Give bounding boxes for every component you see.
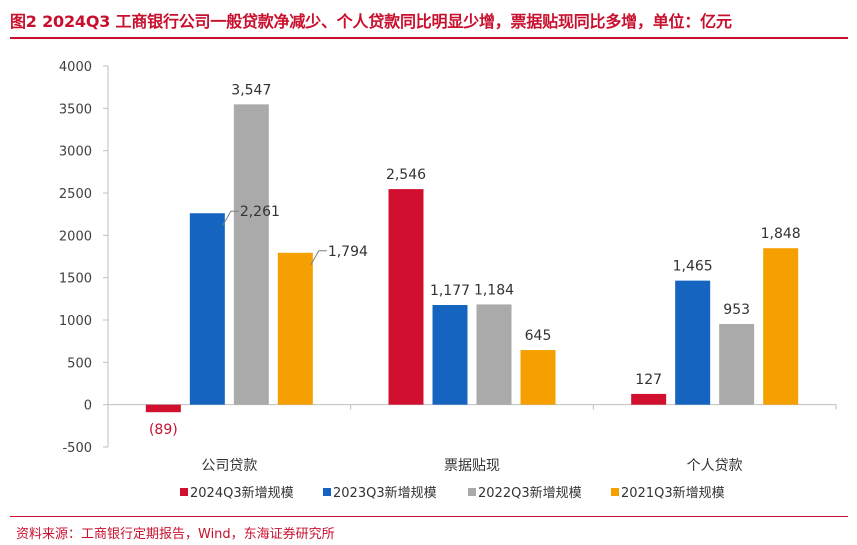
- bar: [388, 189, 424, 405]
- y-tick-label: 2500: [59, 187, 92, 202]
- bar: [145, 404, 181, 413]
- data-label: (89): [149, 422, 178, 438]
- bar: [520, 350, 556, 405]
- x-tick-label: 公司贷款: [201, 458, 257, 474]
- label-leader-line: [310, 250, 327, 266]
- legend-label: 2021Q3新增规模: [621, 485, 725, 501]
- legend-swatch: [180, 488, 188, 496]
- chart-legend: 2024Q3新增规模 2023Q3新增规模 2022Q3新增规模 2021Q3新增规模: [180, 485, 725, 501]
- bar: [476, 304, 512, 405]
- data-label: 1,177: [430, 283, 470, 299]
- chart-axes: 4000 3500 3000 2500 2000 1500 1000 500 0 -500 公司贷款…: [59, 60, 837, 474]
- label-leader-line: [222, 210, 239, 226]
- data-label: 127: [635, 372, 662, 388]
- y-tick-label: 500: [67, 356, 92, 371]
- bar: [719, 323, 755, 405]
- data-label: 953: [723, 302, 750, 318]
- title-rule: [10, 37, 848, 39]
- bar: [675, 280, 711, 405]
- source-rule: [10, 516, 848, 517]
- y-tick-label: 0: [84, 399, 92, 414]
- data-label: 2,546: [386, 167, 426, 183]
- x-tick-label: 个人贷款: [687, 458, 743, 474]
- bar: [277, 252, 313, 405]
- legend-label: 2024Q3新增规模: [190, 485, 294, 501]
- bar: [233, 104, 269, 405]
- bar: [763, 248, 799, 405]
- data-label: 1,848: [761, 226, 801, 242]
- y-tick-label: 4000: [59, 60, 92, 75]
- chart-data-labels: (89) 2,261 3,547 1,794 2,546 1,177 1,184 645 127…: [149, 82, 801, 438]
- y-tick-label: 1000: [59, 314, 92, 329]
- bar: [631, 393, 667, 405]
- y-tick-label: 3500: [59, 102, 92, 117]
- legend-swatch: [468, 488, 476, 496]
- source-note: 资料来源：工商银行定期报告，Wind，东海证券研究所: [16, 527, 335, 542]
- data-label: 2,261: [240, 204, 280, 220]
- data-label: 1,465: [673, 259, 713, 275]
- y-tick-label: 2000: [59, 229, 92, 244]
- data-label: 1,794: [328, 244, 368, 260]
- data-label: 1,184: [474, 282, 514, 298]
- y-tick-label: 1500: [59, 272, 92, 287]
- legend-swatch: [611, 488, 619, 496]
- legend-label: 2023Q3新增规模: [333, 485, 437, 501]
- bar-chart: 4000 3500 3000 2500 2000 1500 1000 500 0 -500 公司贷款…: [59, 60, 837, 501]
- x-tick-label: 票据贴现: [444, 458, 500, 474]
- bar: [189, 213, 225, 405]
- y-tick-label: 3000: [59, 145, 92, 160]
- chart-title: 图2 2024Q3 工商银行公司一般贷款净减少、个人贷款同比明显少增，票据贴现同…: [10, 12, 732, 31]
- legend-swatch: [323, 488, 331, 496]
- y-tick-label: -500: [62, 441, 92, 456]
- data-label: 645: [525, 328, 552, 344]
- legend-label: 2022Q3新增规模: [478, 485, 582, 501]
- chart-bars: [145, 104, 799, 413]
- data-label: 3,547: [231, 82, 271, 98]
- bar: [432, 305, 468, 405]
